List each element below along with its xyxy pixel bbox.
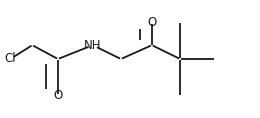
Text: O: O [53,89,63,102]
Text: O: O [147,16,157,29]
Text: Cl: Cl [5,53,16,65]
Text: NH: NH [84,39,101,52]
